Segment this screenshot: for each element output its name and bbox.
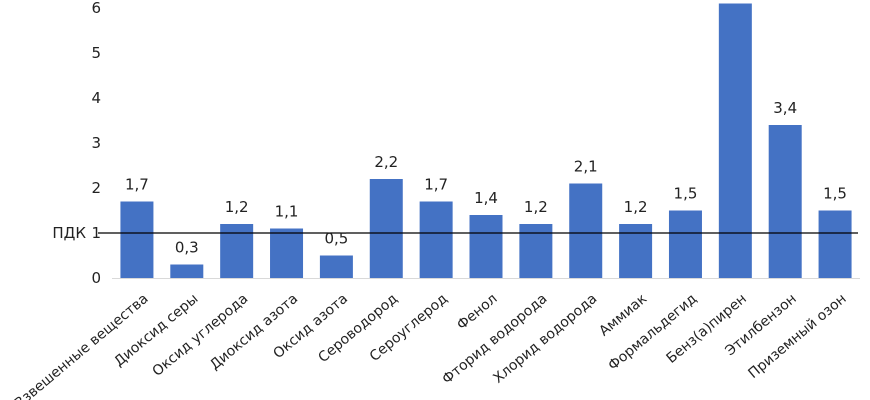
category-label: Формальдегид	[605, 291, 700, 374]
data-label: 1,4	[474, 189, 498, 207]
bar	[170, 264, 204, 278]
y-tick-label: 5	[91, 44, 101, 62]
y-axis: 0 1 2 3 4 5 6	[91, 0, 101, 287]
y-tick-label: 1	[91, 224, 101, 242]
bar	[469, 215, 503, 278]
y-tick-label: 2	[91, 179, 101, 197]
y-tick-label: 3	[91, 134, 101, 152]
bar	[768, 125, 802, 278]
y-tick-label: 6	[91, 0, 101, 17]
bars	[120, 3, 852, 278]
y-tick-label: 4	[91, 89, 101, 107]
bar	[519, 224, 553, 278]
bar	[369, 179, 403, 278]
reference-line-group: ПДК	[52, 224, 858, 242]
data-label: 1,5	[823, 185, 847, 203]
data-label: 0,3	[175, 239, 199, 257]
pdk-label: ПДК	[52, 224, 86, 242]
data-label: 1,1	[275, 203, 299, 221]
data-label: 1,2	[624, 198, 648, 216]
data-label: 0,5	[324, 230, 348, 248]
data-label: 2,2	[374, 153, 398, 171]
category-label: Оксид углерода	[150, 291, 252, 380]
data-label: 1,7	[125, 176, 149, 194]
bar	[619, 224, 653, 278]
data-labels: 1,7 0,3 1,2 1,1 0,5 2,2 1,7 1,4 1,2 2,1 1,2 1,5 3,4 1…	[125, 99, 847, 257]
category-label: Диоксид серы	[111, 291, 201, 370]
bar	[220, 224, 254, 278]
data-label: 1,2	[524, 198, 548, 216]
bar	[718, 3, 752, 278]
bar	[569, 183, 603, 278]
bar	[270, 228, 304, 278]
bar	[419, 201, 453, 278]
bar	[120, 201, 154, 278]
data-label: 3,4	[773, 99, 797, 117]
bar	[319, 255, 353, 278]
y-tick-label: 0	[91, 269, 101, 287]
data-label: 1,2	[225, 198, 249, 216]
data-label: 1,5	[674, 185, 698, 203]
category-label: Диоксид азота	[207, 291, 301, 374]
data-label: 2,1	[574, 158, 598, 176]
bar	[668, 210, 702, 278]
category-label: Фенол	[454, 291, 501, 334]
bar	[818, 210, 852, 278]
data-label: 1,7	[424, 176, 448, 194]
